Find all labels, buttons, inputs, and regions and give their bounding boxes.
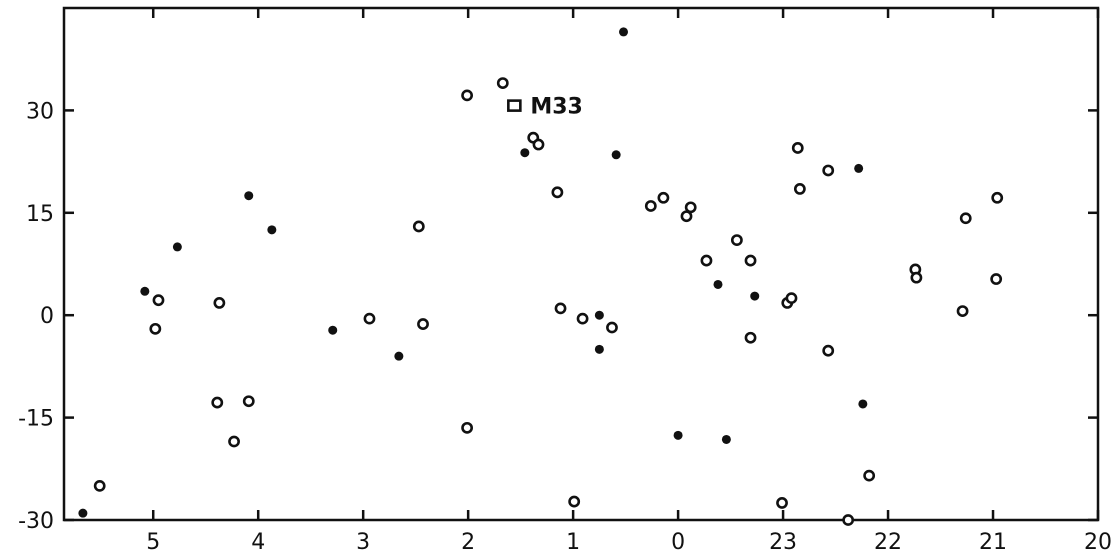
open-point — [956, 305, 969, 318]
open-point — [417, 318, 429, 330]
open-point — [700, 254, 713, 267]
open-point — [93, 479, 106, 492]
open-point — [228, 435, 240, 448]
filled-point — [858, 399, 868, 409]
open-point — [822, 164, 835, 177]
open-point — [657, 191, 670, 204]
y-tick-labels: 30 15 0 -15 -30 — [18, 99, 54, 534]
filled-point — [619, 27, 629, 37]
x-tick-label: 21 — [979, 530, 1007, 555]
open-point — [363, 312, 376, 325]
open-point — [152, 294, 165, 307]
open-point — [776, 497, 788, 509]
x-tick-label: 3 — [356, 530, 370, 555]
plot-frame — [62, 6, 1100, 522]
open-point — [680, 210, 693, 223]
open-point — [822, 344, 835, 357]
open-point — [211, 396, 224, 409]
x-tick-labels: 5 4 3 2 1 0 23 22 21 20 — [146, 530, 1112, 555]
filled-point — [854, 163, 864, 173]
filled-point — [244, 191, 254, 201]
open-point — [461, 421, 474, 434]
x-tick-label: 2 — [461, 530, 475, 555]
x-tick-label: 4 — [251, 530, 265, 555]
open-point — [684, 201, 697, 214]
open-point — [412, 220, 425, 233]
x-tick-label: 5 — [146, 530, 160, 555]
open-point — [910, 271, 923, 284]
open-point — [532, 138, 545, 151]
open-point — [842, 514, 855, 526]
filled-point — [520, 148, 530, 158]
open-point — [644, 200, 657, 212]
open-point — [149, 322, 162, 335]
filled-point — [394, 351, 404, 361]
open-point — [213, 297, 226, 309]
data-points — [78, 27, 1004, 526]
open-point — [730, 234, 743, 247]
open-point — [744, 254, 757, 267]
open-point — [863, 469, 876, 482]
x-tick-label: 20 — [1084, 530, 1112, 555]
tick-layer — [64, 8, 1100, 522]
open-point — [554, 302, 567, 315]
x-tick-label: 23 — [769, 530, 797, 555]
x-tick-label: 0 — [671, 530, 685, 555]
filled-point — [713, 279, 723, 289]
annotation-label: M33 — [530, 95, 583, 120]
annotations: M33 — [530, 95, 583, 120]
open-point — [576, 312, 589, 325]
open-point — [959, 212, 972, 225]
open-point — [242, 395, 255, 408]
filled-point — [267, 225, 277, 235]
open-point — [496, 77, 509, 89]
filled-point — [673, 430, 683, 440]
filled-point — [611, 150, 621, 160]
filled-point — [78, 508, 88, 518]
filled-point — [594, 344, 604, 354]
open-point — [791, 142, 804, 154]
open-point — [744, 331, 757, 344]
y-tick-label: -30 — [18, 509, 54, 534]
x-tick-label: 1 — [566, 530, 580, 555]
open-point — [793, 183, 806, 195]
y-tick-label: -15 — [18, 407, 54, 432]
filled-point — [721, 434, 731, 444]
x-tick-label: 22 — [874, 530, 902, 555]
open-point — [991, 191, 1004, 204]
open-point — [461, 89, 474, 102]
open-point — [990, 273, 1003, 285]
filled-point — [140, 286, 150, 296]
y-tick-label: 15 — [26, 202, 54, 227]
y-tick-label: 30 — [26, 99, 54, 124]
open-point — [551, 186, 564, 199]
y-tick-label: 0 — [40, 304, 54, 329]
filled-point — [750, 291, 760, 301]
filled-point — [594, 310, 604, 320]
open-point — [568, 495, 581, 508]
open-point — [785, 292, 798, 305]
filled-point — [172, 242, 182, 252]
filled-point — [328, 325, 338, 335]
open-point — [606, 321, 618, 334]
square-point — [507, 99, 522, 112]
